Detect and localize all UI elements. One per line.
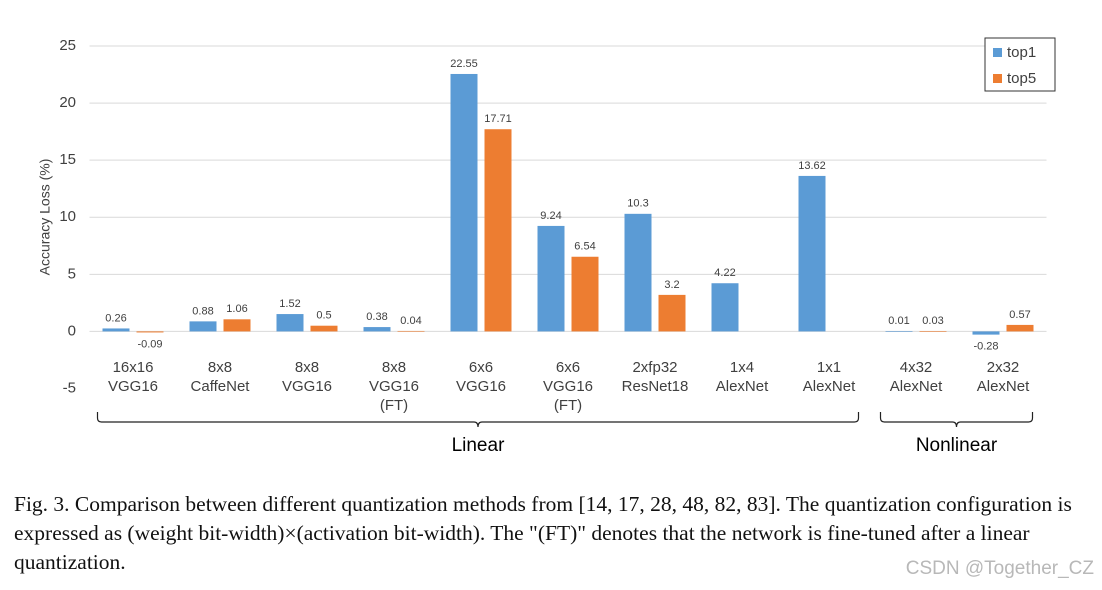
x-tick-label: VGG16 xyxy=(282,378,332,395)
x-tick-label: AlexNet xyxy=(977,378,1030,395)
y-tick-label: 5 xyxy=(68,265,76,282)
x-tick-label: (FT) xyxy=(554,397,582,414)
x-tick-label: AlexNet xyxy=(890,378,943,395)
data-label: 4.22 xyxy=(714,267,735,279)
data-label: 1.06 xyxy=(226,303,247,315)
bar xyxy=(972,331,1000,335)
x-tick-label: 8x8 xyxy=(208,359,232,376)
legend-label: top1 xyxy=(1007,44,1036,61)
bar xyxy=(798,175,826,332)
data-label: 0.5 xyxy=(316,310,331,322)
x-tick-label: 6x6 xyxy=(556,359,580,376)
x-tick-label: VGG16 xyxy=(108,378,158,395)
bar xyxy=(189,321,217,332)
x-tick-label: VGG16 xyxy=(543,378,593,395)
x-tick-label: 8x8 xyxy=(295,359,319,376)
x-tick-label: 1x1 xyxy=(817,359,841,376)
y-tick-label: -5 xyxy=(63,379,76,396)
bar xyxy=(658,294,686,332)
x-tick-label: ResNet18 xyxy=(622,378,689,395)
data-label: 22.55 xyxy=(450,58,478,70)
data-label: 6.54 xyxy=(574,241,595,253)
x-tick-label: 6x6 xyxy=(469,359,493,376)
y-tick-label: 25 xyxy=(59,37,76,54)
bar xyxy=(276,314,304,332)
x-tick-label: (FT) xyxy=(380,397,408,414)
data-label: 13.62 xyxy=(798,160,826,172)
group-label: Nonlinear xyxy=(916,435,998,456)
group-bracket xyxy=(96,412,860,428)
x-tick-label: VGG16 xyxy=(456,378,506,395)
bar xyxy=(484,129,512,332)
x-tick-label: 2x32 xyxy=(987,359,1020,376)
data-label: 3.2 xyxy=(664,279,679,291)
chart: Accuracy Loss (%) -5 0 5 10 15 20 25 16x16 VGG16… xyxy=(37,37,1056,456)
x-tick-label: 16x16 xyxy=(113,359,154,376)
bar xyxy=(537,225,565,332)
x-tick-label: 1x4 xyxy=(730,359,754,376)
data-label: 0.57 xyxy=(1009,309,1030,321)
bar xyxy=(1006,324,1034,332)
y-tick-label: 20 xyxy=(59,94,76,111)
data-label: 17.71 xyxy=(484,113,512,125)
data-label: 0.88 xyxy=(192,305,213,317)
group-bracket xyxy=(879,412,1034,428)
data-label: 0.26 xyxy=(105,312,126,324)
bar xyxy=(397,330,425,332)
watermark: CSDN @Together_CZ xyxy=(905,558,1094,579)
bar xyxy=(624,213,652,332)
x-tick-label: CaffeNet xyxy=(191,378,251,395)
bar xyxy=(571,256,599,332)
legend-label: top5 xyxy=(1007,70,1036,87)
bar xyxy=(310,325,338,332)
x-tick-label: AlexNet xyxy=(716,378,769,395)
y-tick-label: 10 xyxy=(59,208,76,225)
data-label: 10.3 xyxy=(627,198,648,210)
bar xyxy=(450,73,478,332)
legend-swatch xyxy=(993,74,1002,83)
x-tick-label: VGG16 xyxy=(369,378,419,395)
bar xyxy=(711,283,739,332)
y-tick-label: 0 xyxy=(68,322,76,339)
bar xyxy=(223,319,251,332)
x-tick-label: 4x32 xyxy=(900,359,933,376)
x-tick-label: AlexNet xyxy=(803,378,856,395)
data-label: 0.38 xyxy=(366,311,387,323)
data-label: -0.09 xyxy=(137,338,162,350)
caption: Fig. 3. Comparison between different qua… xyxy=(14,492,1072,574)
group-label: Linear xyxy=(452,435,505,456)
y-tick-label: 15 xyxy=(59,151,76,168)
x-tick-label: 8x8 xyxy=(382,359,406,376)
bar xyxy=(363,327,391,332)
bar xyxy=(136,331,164,333)
data-label: 1.52 xyxy=(279,298,300,310)
x-tick-label: 2xfp32 xyxy=(632,359,677,376)
bar xyxy=(919,331,947,332)
y-axis-label: Accuracy Loss (%) xyxy=(37,159,53,276)
data-label: -0.28 xyxy=(973,341,998,353)
legend-swatch xyxy=(993,48,1002,57)
data-label: 0.03 xyxy=(922,315,943,327)
bar xyxy=(102,328,130,332)
data-label: 0.01 xyxy=(888,315,909,327)
bar xyxy=(885,331,913,332)
data-label: 0.04 xyxy=(400,315,421,327)
data-label: 9.24 xyxy=(540,210,561,222)
